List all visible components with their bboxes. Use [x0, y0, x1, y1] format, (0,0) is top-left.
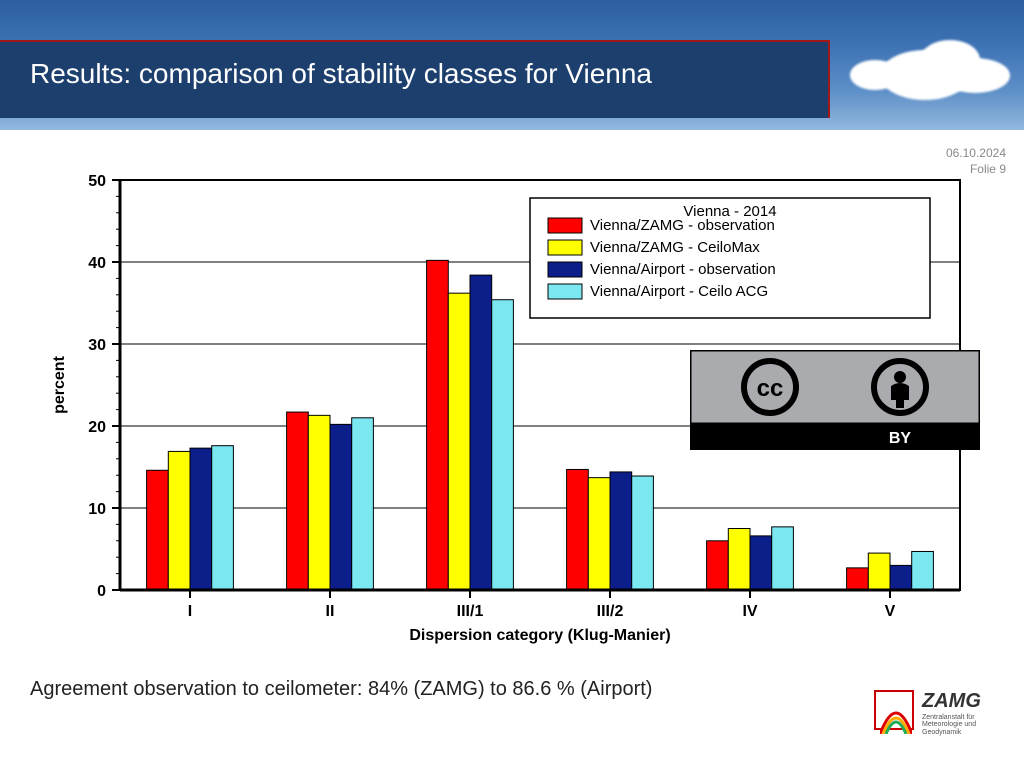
svg-text:IV: IV: [742, 603, 757, 620]
cc-by-badge: cc BY: [690, 350, 980, 450]
svg-text:percent: percent: [51, 355, 68, 413]
logo-name: ZAMG: [922, 690, 981, 713]
footnote-text: Agreement observation to ceilometer: 84%…: [30, 678, 652, 701]
svg-text:30: 30: [88, 337, 106, 354]
svg-text:20: 20: [88, 419, 106, 436]
cc-label: BY: [889, 430, 912, 447]
svg-text:Vienna/Airport - Ceilo ACG: Vienna/Airport - Ceilo ACG: [590, 283, 768, 300]
svg-text:0: 0: [97, 583, 106, 600]
svg-text:40: 40: [88, 255, 106, 272]
cloud-decoration: [840, 30, 1020, 110]
svg-text:Vienna/ZAMG - observation: Vienna/ZAMG - observation: [590, 217, 775, 234]
slide-date: 06.10.2024: [946, 146, 1006, 162]
slide-title: Results: comparison of stability classes…: [30, 58, 652, 90]
svg-text:Vienna/ZAMG - CeiloMax: Vienna/ZAMG - CeiloMax: [590, 239, 760, 256]
svg-text:I: I: [188, 603, 192, 620]
svg-text:Vienna/Airport - observation: Vienna/Airport - observation: [590, 261, 776, 278]
svg-text:III/1: III/1: [457, 603, 484, 620]
zamg-logo: ZAMG Zentralanstalt fürMeteorologie undG…: [874, 690, 1004, 748]
svg-text:10: 10: [88, 501, 106, 518]
svg-text:Dispersion category (Klug-Mani: Dispersion category (Klug-Manier): [409, 627, 670, 644]
svg-text:II: II: [326, 603, 335, 620]
svg-text:V: V: [885, 603, 896, 620]
svg-text:III/2: III/2: [597, 603, 624, 620]
svg-text:cc: cc: [757, 375, 784, 402]
svg-text:50: 50: [88, 173, 106, 190]
logo-subtitle: Zentralanstalt fürMeteorologie undGeodyn…: [922, 714, 976, 736]
